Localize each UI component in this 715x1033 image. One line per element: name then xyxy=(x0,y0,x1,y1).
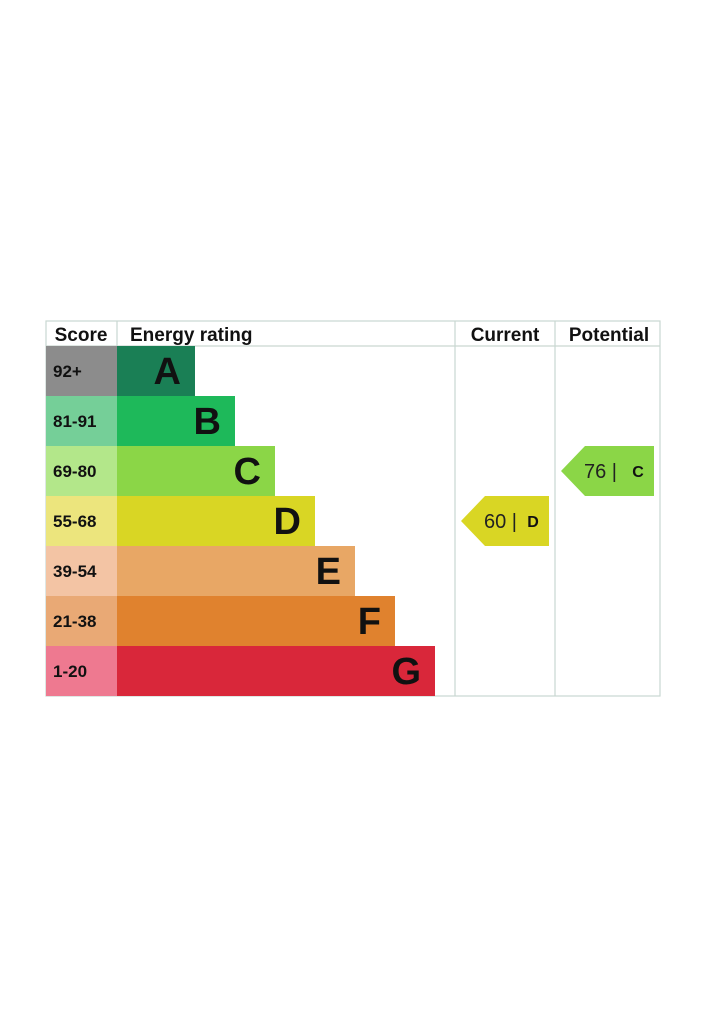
potential-rating-letter: C xyxy=(632,464,644,481)
rating-bar-b xyxy=(117,396,235,446)
current-rating-arrow xyxy=(461,496,549,546)
rating-letter-a: A xyxy=(154,351,181,393)
potential-rating-value: 76 | xyxy=(584,461,617,483)
score-cell-d xyxy=(46,496,117,546)
score-cell-a xyxy=(46,346,117,396)
score-range-e: 39-54 xyxy=(53,562,97,581)
rating-bar-a xyxy=(117,346,195,396)
potential-header: Potential xyxy=(569,325,649,346)
score-range-c: 69-80 xyxy=(53,462,96,481)
rating-bar-g xyxy=(117,646,435,696)
rating-bands: 92+ A 81-91 B 69-80 C 55-68 D 39-54 E 21-38 F 1-20 G xyxy=(46,346,435,696)
rating-bar-c xyxy=(117,446,275,496)
score-cell-g xyxy=(46,646,117,696)
rating-letter-b: B xyxy=(194,401,221,443)
rating-bar-d xyxy=(117,496,315,546)
score-range-a: 92+ xyxy=(53,362,82,381)
rating-letter-e: E xyxy=(316,551,341,593)
score-range-d: 55-68 xyxy=(53,512,96,531)
potential-rating-arrow xyxy=(561,446,654,496)
rating-bar-e xyxy=(117,546,355,596)
score-cell-c xyxy=(46,446,117,496)
column-headers: Score Energy rating Current Potential xyxy=(55,325,650,346)
current-header: Current xyxy=(471,325,540,346)
score-range-b: 81-91 xyxy=(53,412,96,431)
rating-letter-f: F xyxy=(358,601,381,643)
score-range-g: 1-20 xyxy=(53,662,87,681)
score-cell-b xyxy=(46,396,117,446)
score-range-f: 21-38 xyxy=(53,612,96,631)
score-cell-f xyxy=(46,596,117,646)
rating-bar-f xyxy=(117,596,395,646)
score-header: Score xyxy=(55,325,108,346)
rating-indicators: 60 | D 76 | C xyxy=(461,446,654,546)
current-rating-value: 60 | xyxy=(484,511,517,533)
score-cell-e xyxy=(46,546,117,596)
current-rating-letter: D xyxy=(527,514,539,531)
rating-letter-g: G xyxy=(391,651,421,693)
rating-letter-d: D xyxy=(274,501,301,543)
energy-rating-header: Energy rating xyxy=(130,325,252,346)
rating-letter-c: C xyxy=(234,451,261,493)
